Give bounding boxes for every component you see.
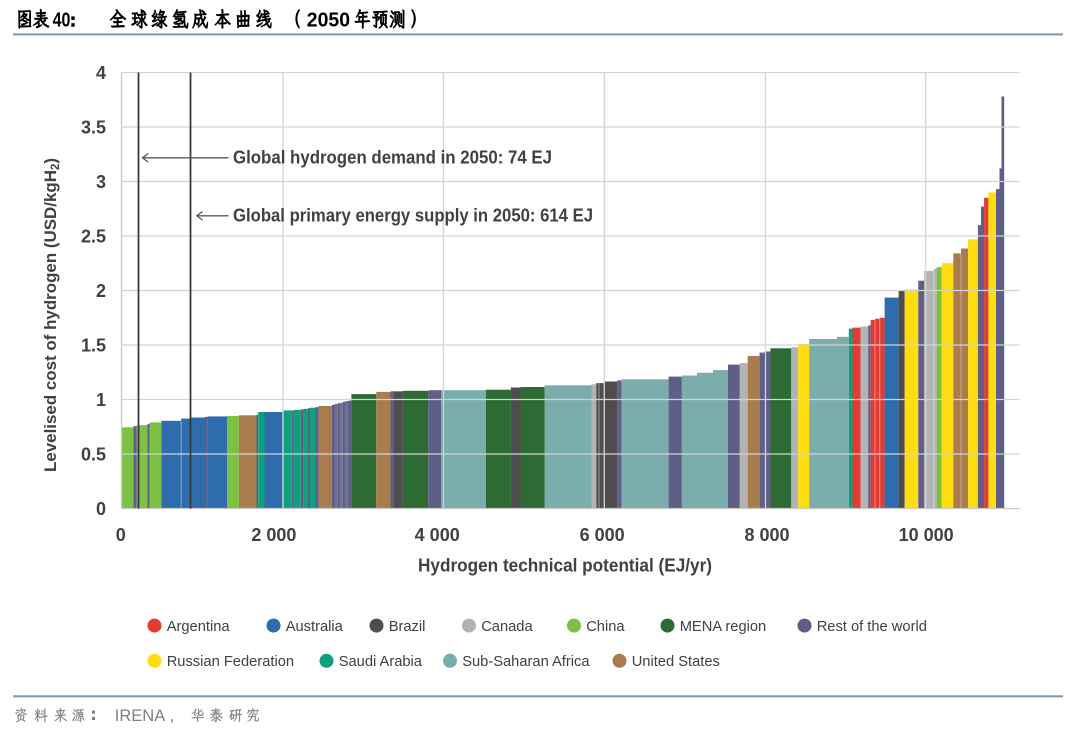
svg-text:1.5: 1.5 (81, 335, 106, 355)
svg-text:Rest of the world: Rest of the world (817, 619, 927, 635)
svg-text:Argentina: Argentina (167, 619, 231, 635)
svg-text:Sub-Saharan Africa: Sub-Saharan Africa (462, 654, 590, 670)
svg-text:1: 1 (96, 390, 106, 410)
svg-text:0: 0 (116, 525, 126, 545)
svg-text:,: , (170, 706, 175, 725)
svg-text:Russian Federation: Russian Federation (167, 654, 294, 670)
svg-text:40: 40 (53, 9, 71, 32)
svg-text:Global primary energy supply i: Global primary energy supply in 2050: 61… (233, 206, 593, 226)
svg-text:Saudi Arabia: Saudi Arabia (339, 654, 423, 670)
svg-text:3.5: 3.5 (81, 117, 106, 137)
svg-text:IRENA: IRENA (115, 707, 165, 725)
svg-text:8 000: 8 000 (744, 525, 789, 545)
svg-text:4 000: 4 000 (415, 525, 460, 545)
svg-text:Hydrogen technical potential (: Hydrogen technical potential (EJ/yr) (418, 555, 712, 576)
svg-text:Levelised cost of hydrogen (US: Levelised cost of hydrogen (USD/kgH2) (41, 158, 62, 472)
svg-text:3: 3 (96, 172, 106, 192)
svg-text:Australia: Australia (286, 619, 344, 635)
svg-text:6 000: 6 000 (580, 525, 625, 545)
svg-text:2.5: 2.5 (81, 226, 106, 246)
svg-text:2: 2 (96, 281, 106, 301)
svg-text:4: 4 (96, 63, 106, 83)
svg-text:2050: 2050 (307, 9, 350, 32)
svg-text:0.5: 0.5 (81, 444, 106, 464)
svg-text:10 000: 10 000 (899, 525, 954, 545)
svg-text:United States: United States (632, 654, 720, 670)
svg-text:Brazil: Brazil (389, 619, 426, 635)
svg-text:Global hydrogen demand in 2050: Global hydrogen demand in 2050: 74 EJ (233, 148, 552, 168)
svg-text:2 000: 2 000 (251, 525, 296, 545)
svg-text:0: 0 (96, 499, 106, 519)
svg-text:China: China (586, 619, 625, 635)
svg-text:MENA region: MENA region (680, 619, 767, 635)
svg-text:Canada: Canada (481, 619, 533, 635)
